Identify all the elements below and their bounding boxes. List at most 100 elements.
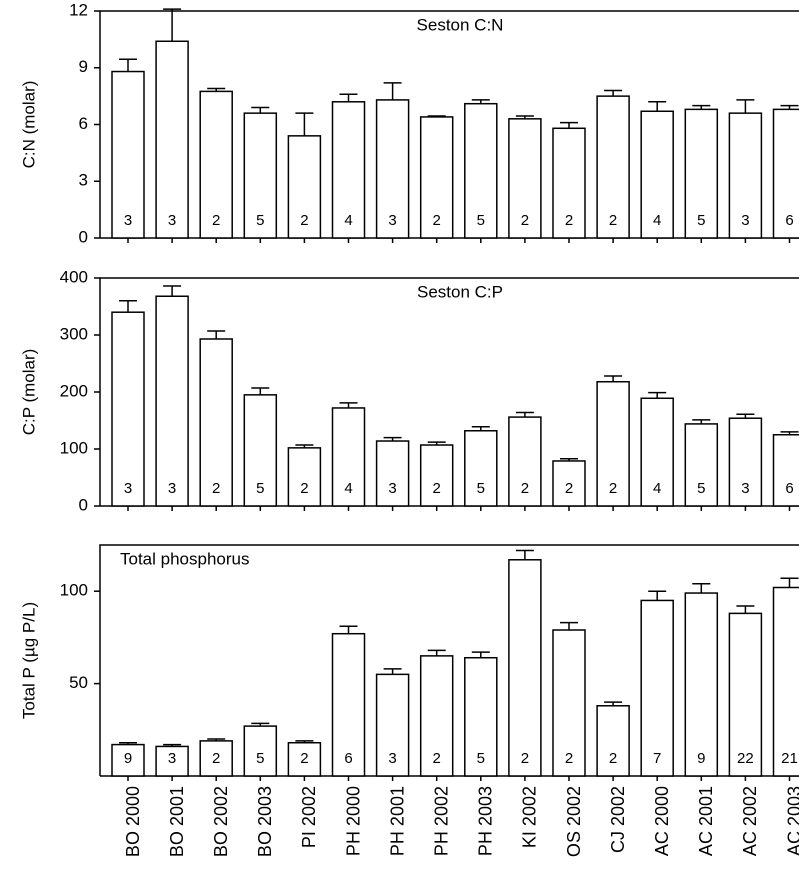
sample-size: 6: [344, 750, 352, 767]
bar: [287, 447, 322, 507]
panel-title: Seston C:P: [417, 282, 503, 301]
sample-size: 2: [521, 480, 529, 497]
y-tick-label: 300: [60, 324, 88, 343]
y-tick-label: 3: [79, 171, 88, 190]
y-axis-label: C:N (molar): [19, 81, 38, 169]
x-tick-label: PH 2000: [343, 786, 363, 856]
sample-size: 2: [609, 212, 617, 229]
sample-size: 5: [256, 750, 264, 767]
panel-title: Total phosphorus: [120, 549, 249, 568]
sample-size: 6: [785, 480, 793, 497]
x-tick-label: PH 2003: [476, 786, 496, 856]
bar: [596, 95, 630, 239]
sample-size: 3: [388, 750, 396, 767]
sample-size: 4: [344, 212, 352, 229]
bar: [728, 612, 763, 777]
sample-size: 2: [521, 750, 529, 767]
y-axis-label: C:P (molar): [19, 349, 38, 436]
sample-size: 5: [697, 212, 705, 229]
x-tick-label: AC 2000: [652, 786, 672, 856]
sample-size: 2: [609, 480, 617, 497]
y-tick-label: 0: [79, 495, 88, 514]
bar: [640, 599, 674, 777]
bar: [243, 112, 278, 239]
bar: [287, 741, 322, 777]
sample-size: 4: [344, 480, 352, 497]
x-tick-label: BO 2001: [167, 786, 187, 857]
sample-size: 22: [737, 750, 754, 767]
y-tick-label: 6: [79, 114, 88, 133]
bar: [375, 99, 410, 239]
sample-size: 6: [785, 212, 793, 229]
sample-size: 7: [653, 750, 661, 767]
x-tick-label: CJ 2002: [608, 786, 628, 853]
sample-size: 3: [168, 212, 176, 229]
sample-size: 5: [256, 480, 264, 497]
y-tick-label: 50: [69, 673, 88, 692]
y-tick-label: 100: [60, 581, 88, 600]
sample-size: 3: [124, 212, 132, 229]
bar: [155, 745, 189, 777]
x-tick-label: AC 2003: [784, 786, 799, 856]
bar: [684, 108, 719, 239]
x-tick-label: BO 2003: [255, 786, 275, 857]
sample-size: 3: [388, 212, 396, 229]
sample-size: 2: [212, 750, 220, 767]
bar: [552, 127, 586, 239]
x-tick-label: BO 2000: [123, 786, 143, 857]
bar: [552, 629, 586, 777]
bar: [728, 112, 763, 239]
x-tick-label: KI 2002: [520, 786, 540, 848]
bar: [199, 90, 233, 239]
bar: [640, 397, 674, 507]
bar: [199, 338, 233, 507]
sample-size: 5: [477, 480, 485, 497]
bar: [464, 102, 498, 239]
bar: [596, 705, 630, 777]
sample-size: 2: [300, 480, 308, 497]
bar: [684, 423, 719, 507]
bar: [375, 440, 410, 507]
bar: [331, 101, 366, 239]
bar: [508, 118, 542, 239]
sample-size: 2: [565, 750, 573, 767]
bar: [684, 592, 719, 777]
sample-size: 3: [168, 480, 176, 497]
bar: [508, 559, 542, 777]
sample-size: 2: [433, 480, 441, 497]
sample-size: 5: [477, 750, 485, 767]
y-tick-label: 12: [69, 0, 88, 19]
panel-title: Seston C:N: [417, 15, 504, 34]
y-tick-label: 0: [79, 227, 88, 246]
sample-size: 4: [653, 212, 661, 229]
bar: [464, 430, 498, 507]
sample-size: 9: [124, 750, 132, 767]
sample-size: 2: [300, 212, 308, 229]
sample-size: 2: [300, 750, 308, 767]
sample-size: 2: [433, 212, 441, 229]
y-tick-label: 100: [60, 438, 88, 457]
sample-size: 3: [388, 480, 396, 497]
bar: [728, 417, 763, 507]
y-tick-label: 200: [60, 381, 88, 400]
x-tick-label: PH 2002: [431, 786, 451, 856]
sample-size: 3: [168, 750, 176, 767]
sample-size: 5: [697, 480, 705, 497]
y-tick-label: 400: [60, 267, 88, 286]
bar: [375, 673, 410, 777]
bar: [155, 40, 189, 239]
y-axis-label: Total P (µg P/L): [19, 602, 38, 719]
bar: [111, 311, 145, 507]
sample-size: 5: [477, 212, 485, 229]
bar: [552, 460, 586, 507]
sample-size: 2: [212, 480, 220, 497]
x-tick-label: PI 2002: [299, 786, 319, 848]
sample-size: 3: [741, 212, 749, 229]
x-tick-label: BO 2002: [211, 786, 231, 857]
bar: [243, 725, 278, 777]
sample-size: 5: [256, 212, 264, 229]
sample-size: 2: [433, 750, 441, 767]
sample-size: 2: [521, 212, 529, 229]
bar: [287, 135, 322, 239]
